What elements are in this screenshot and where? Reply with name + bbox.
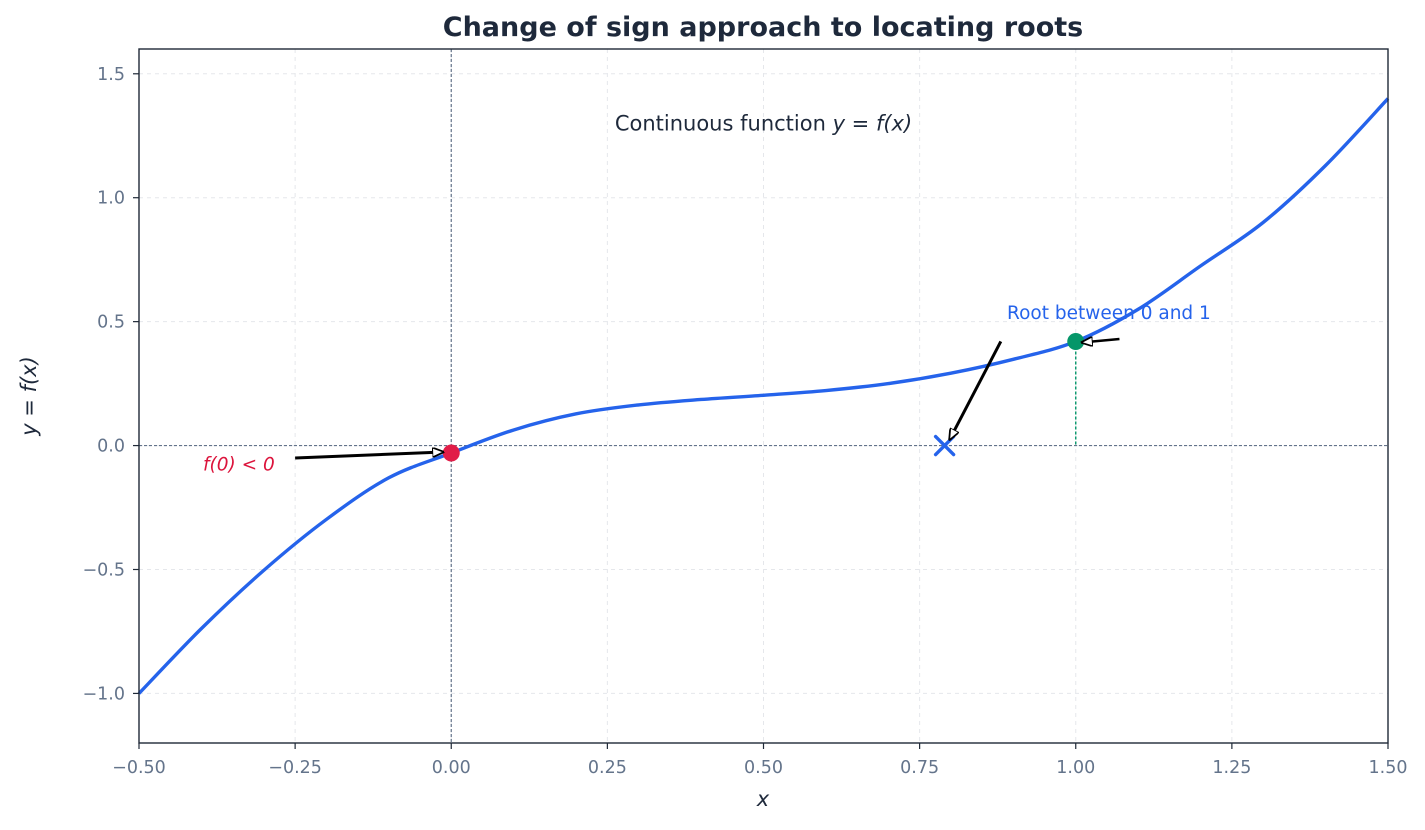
x-tick-label: 1.00 <box>1056 758 1095 778</box>
axes-layer: −0.50 −0.25 0.00 0.25 0.50 0.75 1.00 1.25 1.50 −1… <box>83 48 1408 778</box>
x-tick-label: 1.50 <box>1369 758 1408 778</box>
x-tick-label: −0.50 <box>112 758 166 778</box>
y-tick-label: −1.0 <box>83 684 126 704</box>
x-axis-label: x <box>756 787 770 811</box>
f1-arrow <box>1082 339 1120 342</box>
y-axis-label: y = f(x) <box>17 356 41 437</box>
x-tick-label: 0.00 <box>432 758 471 778</box>
f1-point <box>1067 332 1085 350</box>
x-tick-label: −0.25 <box>268 758 322 778</box>
annotation-layer: Continuous function y = f(x) Root betwee… <box>203 111 1211 475</box>
function-annotation: Continuous function y = f(x) <box>615 111 912 135</box>
y-tick-label: −0.5 <box>83 561 126 581</box>
grid-layer <box>138 49 1389 743</box>
root-annotation: Root between 0 and 1 <box>1007 303 1211 324</box>
x-tick-label: 0.25 <box>588 758 627 778</box>
y-tick-label: 0.5 <box>97 313 125 333</box>
root-arrow <box>950 340 1003 439</box>
y-tick-label: 1.5 <box>97 65 125 85</box>
reference-lines <box>139 49 1388 743</box>
function-curve <box>137 97 1390 695</box>
y-tick-label: 1.0 <box>97 189 125 209</box>
x-tick-label: 1.25 <box>1212 758 1251 778</box>
f0-annotation: f(0) < 0 <box>203 454 275 475</box>
f0-point <box>442 444 460 462</box>
series-layer <box>137 97 1390 695</box>
f0-arrow <box>295 452 443 460</box>
x-tick-label: 0.75 <box>900 758 939 778</box>
y-tick-label: 0.0 <box>97 437 125 457</box>
chart-title: Change of sign approach to locating root… <box>443 12 1083 43</box>
x-tick-label: 0.50 <box>744 758 783 778</box>
